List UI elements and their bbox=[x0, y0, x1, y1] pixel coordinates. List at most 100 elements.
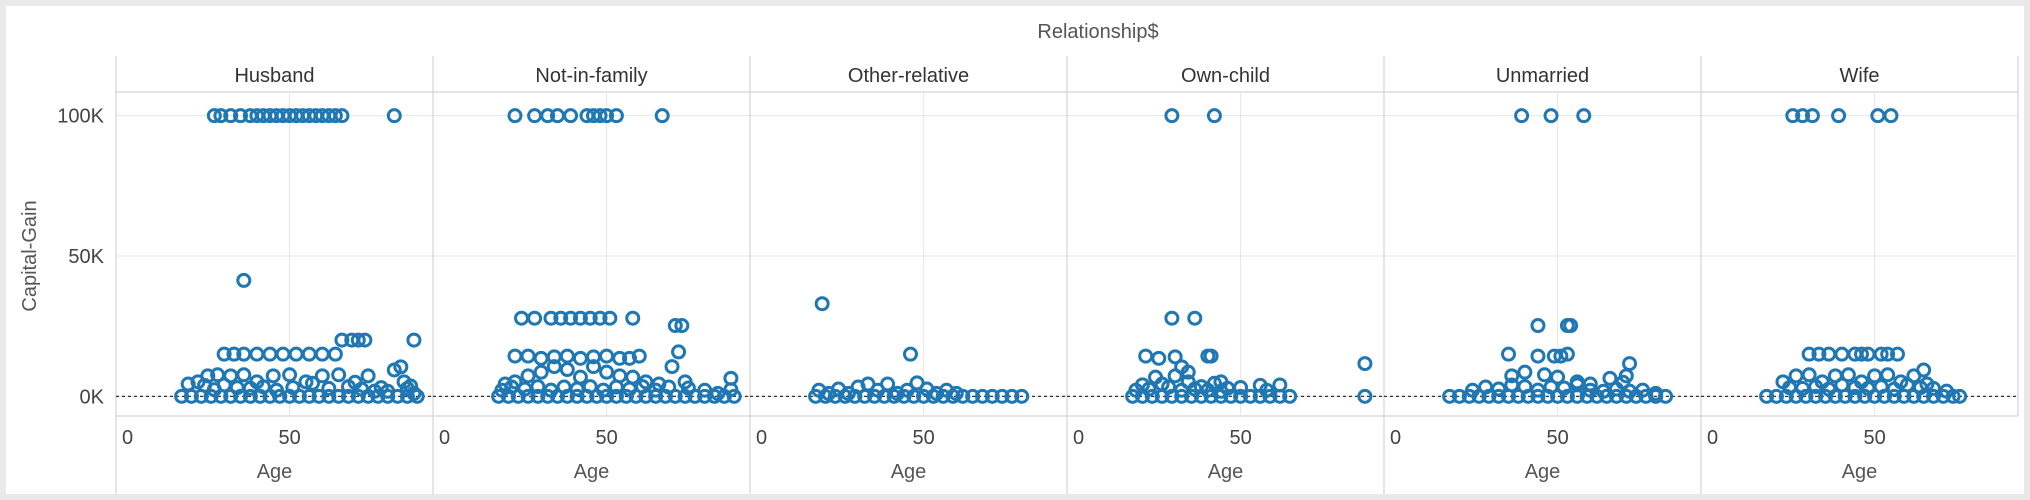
data-point bbox=[625, 310, 641, 326]
data-point bbox=[226, 346, 242, 362]
data-point bbox=[559, 388, 575, 404]
data-point bbox=[399, 388, 415, 404]
data-point bbox=[1831, 108, 1847, 124]
data-point bbox=[1282, 388, 1298, 404]
data-point bbox=[925, 388, 941, 404]
data-point bbox=[827, 388, 843, 404]
data-point bbox=[1854, 346, 1869, 362]
data-point bbox=[314, 346, 330, 362]
data-point bbox=[1638, 388, 1654, 404]
y-axis-label: Capital-Gain bbox=[19, 200, 41, 311]
data-point bbox=[327, 108, 343, 124]
data-point bbox=[1896, 388, 1912, 404]
x-axis-label: Age bbox=[1842, 461, 1878, 483]
data-point bbox=[1811, 346, 1827, 362]
data-point bbox=[553, 310, 569, 326]
data-point bbox=[507, 108, 523, 124]
data-point bbox=[301, 388, 317, 404]
data-point bbox=[334, 332, 350, 348]
data-point bbox=[631, 348, 647, 364]
data-point bbox=[1759, 388, 1775, 404]
data-point bbox=[533, 350, 549, 366]
facet-own-child: Own-child 0 50 Age bbox=[1066, 56, 1384, 494]
data-point bbox=[1471, 388, 1487, 404]
data-point bbox=[1847, 388, 1863, 404]
data-point bbox=[1886, 388, 1902, 404]
data-point bbox=[406, 332, 422, 348]
data-point bbox=[994, 388, 1010, 404]
data-point bbox=[1935, 388, 1951, 404]
data-point bbox=[1873, 346, 1889, 362]
data-point bbox=[1602, 370, 1618, 386]
data-point bbox=[236, 272, 252, 288]
data-point bbox=[1262, 388, 1278, 404]
data-point bbox=[409, 388, 425, 404]
data-point bbox=[1785, 108, 1801, 124]
data-point bbox=[291, 388, 307, 404]
data-point bbox=[1193, 388, 1209, 404]
data-point bbox=[1945, 388, 1961, 404]
data-point bbox=[1837, 388, 1853, 404]
data-point bbox=[671, 344, 687, 360]
data-point bbox=[520, 388, 536, 404]
data-point bbox=[213, 388, 229, 404]
data-point bbox=[1788, 368, 1804, 384]
x-tick-label: 50 bbox=[1863, 427, 1885, 449]
facet-title: Not-in-family bbox=[535, 65, 647, 87]
data-point bbox=[1768, 388, 1784, 404]
facet-title: Own-child bbox=[1181, 65, 1270, 87]
data-point bbox=[582, 310, 598, 326]
data-point bbox=[625, 369, 641, 385]
data-point bbox=[945, 388, 961, 404]
data-point bbox=[687, 388, 703, 404]
data-point bbox=[546, 359, 562, 375]
data-point bbox=[1778, 388, 1794, 404]
data-point bbox=[896, 388, 912, 404]
data-point bbox=[955, 388, 971, 404]
data-point bbox=[236, 367, 252, 383]
data-point bbox=[206, 108, 222, 124]
data-point bbox=[1886, 381, 1902, 397]
data-point bbox=[726, 388, 742, 404]
data-point bbox=[638, 388, 654, 404]
data-point bbox=[559, 362, 575, 378]
data-point bbox=[233, 388, 249, 404]
data-point bbox=[550, 388, 566, 404]
data-point bbox=[340, 379, 356, 395]
data-point bbox=[599, 388, 615, 404]
data-point bbox=[1883, 108, 1899, 124]
data-point bbox=[608, 388, 624, 404]
data-point bbox=[1579, 388, 1595, 404]
data-point bbox=[1530, 388, 1546, 404]
data-point bbox=[386, 108, 402, 124]
facet-other-relative: Other-relative 0 50 Age bbox=[749, 56, 1067, 494]
data-point bbox=[1608, 388, 1624, 404]
data-point bbox=[1501, 388, 1517, 404]
data-point bbox=[1014, 388, 1030, 404]
data-point bbox=[282, 367, 298, 383]
data-point bbox=[1481, 388, 1497, 404]
data-point bbox=[1442, 388, 1458, 404]
data-point bbox=[608, 108, 624, 124]
data-point bbox=[262, 388, 278, 404]
data-point bbox=[1563, 318, 1579, 334]
data-point bbox=[1451, 388, 1467, 404]
data-point bbox=[1576, 108, 1592, 124]
data-point bbox=[612, 350, 628, 366]
data-point bbox=[1628, 388, 1644, 404]
data-point bbox=[579, 388, 595, 404]
data-point bbox=[360, 388, 376, 404]
data-point bbox=[350, 388, 366, 404]
data-point bbox=[599, 364, 615, 380]
data-point bbox=[500, 388, 516, 404]
data-point bbox=[350, 332, 366, 348]
data-point bbox=[1144, 388, 1160, 404]
data-point bbox=[1867, 388, 1883, 404]
data-point bbox=[510, 388, 526, 404]
data-point bbox=[1223, 388, 1239, 404]
data-point bbox=[298, 374, 314, 390]
data-point bbox=[1808, 388, 1824, 404]
data-point bbox=[540, 108, 556, 124]
data-point bbox=[648, 388, 664, 404]
data-point bbox=[1537, 367, 1552, 383]
